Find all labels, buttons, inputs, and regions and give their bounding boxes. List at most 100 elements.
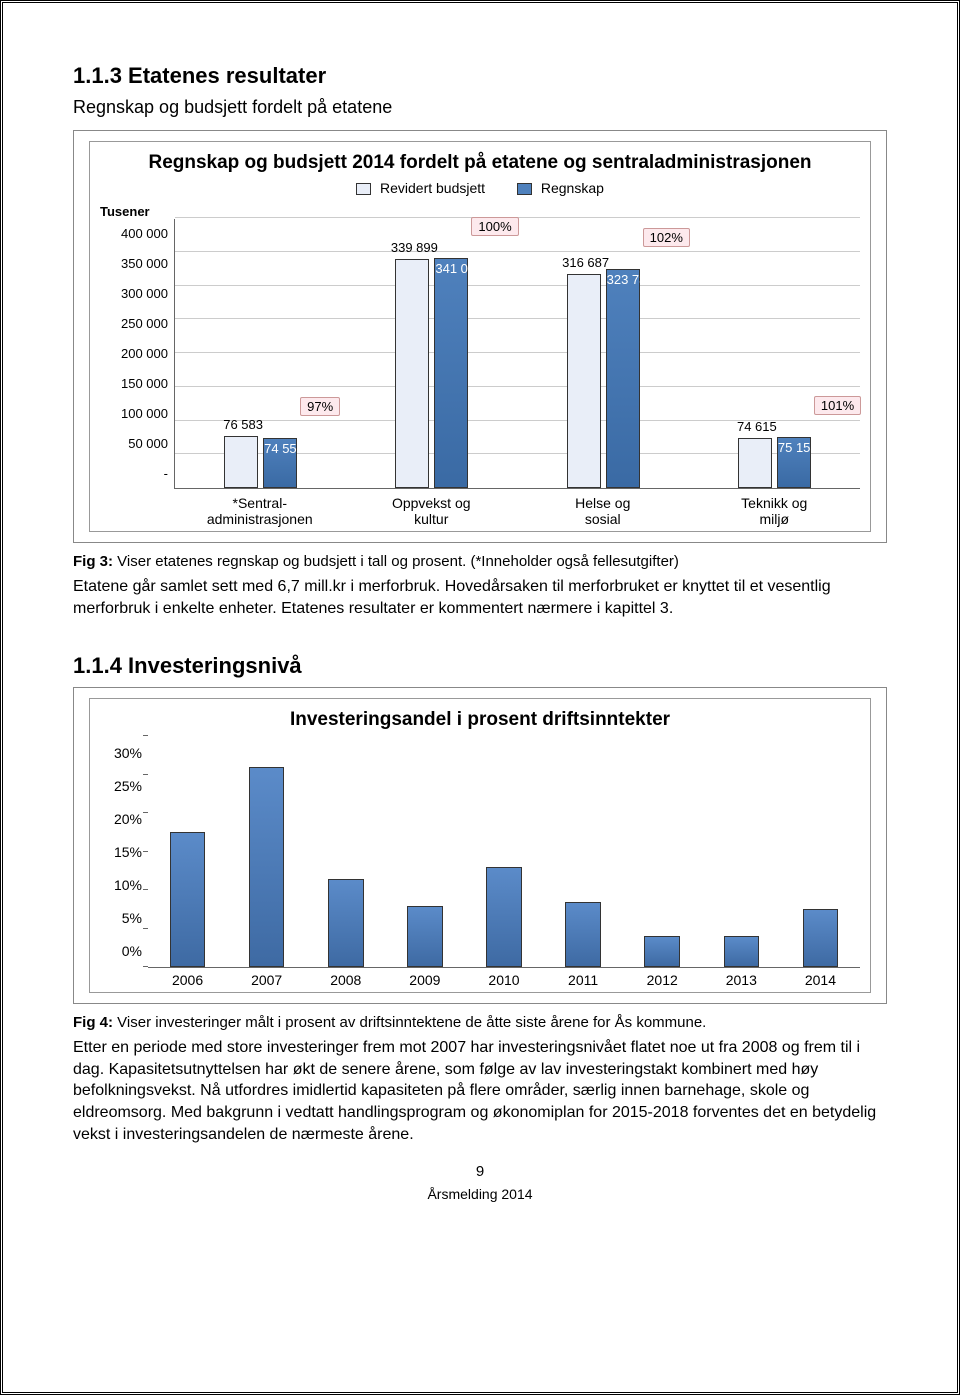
chart-1-ytick: 300 000 [100,279,168,309]
chart-2-tick [143,928,148,929]
chart-1-frame: Regnskap og budsjett 2014 fordelt på eta… [73,130,887,543]
chart-2-bar [724,936,760,967]
chart-2-ytick: 25% [100,770,142,803]
chart-2-inner: Investeringsandel i prosent driftsinntek… [89,698,871,993]
chart-2-tick [143,851,148,852]
para-2: Etter en periode med store investeringer… [73,1037,887,1145]
chart-1-xlabel: Helse og sosial [517,489,689,527]
chart-1-percent-badge: 100% [471,217,518,236]
fig-4-caption: Fig 4: Viser investeringer målt i prosen… [73,1014,887,1031]
fig-4-caption-text: Viser investeringer målt i prosent av dr… [117,1014,706,1031]
chart-2-frame: Investeringsandel i prosent driftsinntek… [73,687,887,1004]
chart-1-bar-regnskap: 323 736102% [606,269,640,488]
chart-1-percent-badge: 102% [643,228,690,247]
chart-1-bar-budget-value: 74 615 [717,419,797,434]
chart-1-gridline [175,251,860,252]
legend-budget: Revidert budsjett [356,180,485,196]
chart-1-legend: Revidert budsjett Regnskap [100,180,860,196]
page-number: 9 [73,1163,887,1180]
chart-1-bar-regnskap-value: 74 555 [264,441,296,456]
chart-2-xlabel: 2010 [464,968,543,988]
chart-1-ytick: - [100,459,168,489]
chart-2-tick [143,889,148,890]
chart-2-bar [565,902,601,967]
chart-1-ytick: 350 000 [100,249,168,279]
chart-1-xlabel: Oppvekst og kultur [346,489,518,527]
fig-3-caption: Fig 3: Viser etatenes regnskap og budsje… [73,553,887,570]
chart-1-xlabel: *Sentral- administrasjonen [174,489,346,527]
chart-2-ytick: 5% [100,902,142,935]
chart-2-tick [143,774,148,775]
para-1: Etatene går samlet sett med 6,7 mill.kr … [73,576,887,619]
chart-2-tick [143,966,148,967]
chart-1-percent-badge: 97% [300,397,340,416]
chart-1-bar-budget: 76 583 [224,436,258,488]
chart-1-bar-regnskap: 75 158101% [777,437,811,488]
chart-1-bar-budget-value: 339 899 [374,240,454,255]
chart-1-ytick: 250 000 [100,309,168,339]
chart-2-xlabel: 2014 [781,968,860,988]
footer: Årsmelding 2014 [73,1186,887,1202]
page: 1.1.3 Etatenes resultater Regnskap og bu… [0,0,960,1395]
chart-2-plot [148,737,860,968]
chart-2-ytick: 30% [100,737,142,770]
chart-1-ytitle: Tusener [100,204,174,219]
chart-1-ytick: 50 000 [100,429,168,459]
section-1-heading: 1.1.3 Etatenes resultater [73,63,887,89]
chart-2-ytick: 10% [100,869,142,902]
chart-2-ytick: 20% [100,803,142,836]
chart-2-xlabel: 2007 [227,968,306,988]
chart-2-xaxis: 200620072008200920102011201220132014 [148,968,860,988]
chart-1-bar-budget: 316 687 [567,274,601,488]
chart-2-bar [328,879,364,968]
chart-1-plot: 76 58374 55597%339 899341 076100%316 687… [174,219,860,489]
chart-2-xlabel: 2012 [623,968,702,988]
chart-2-title: Investeringsandel i prosent driftsinntek… [100,709,860,731]
legend-regnskap: Regnskap [517,180,604,196]
fig-3-caption-text: Viser etatenes regnskap og budsjett i ta… [117,553,679,570]
chart-1-ytick: 100 000 [100,399,168,429]
chart-1-group: 316 687323 736102% [518,269,689,488]
chart-1-bar-regnskap-value: 75 158 [778,440,810,455]
chart-2-tick [143,812,148,813]
chart-1-group: 74 61575 158101% [689,437,860,488]
chart-1-xlabel: Teknikk og miljø [689,489,861,527]
legend-swatch-budget [356,183,371,195]
chart-2-bar [486,867,522,967]
chart-2-xlabel: 2013 [702,968,781,988]
chart-1-bar-budget: 339 899 [395,259,429,488]
chart-1-ytick: 400 000 [100,219,168,249]
chart-1-bar-budget-value: 316 687 [546,255,626,270]
chart-2-xlabel: 2011 [544,968,623,988]
chart-1-bar-budget: 74 615 [738,438,772,488]
chart-2-bar [249,767,285,967]
chart-1-plot-row: 400 000350 000300 000250 000200 000150 0… [100,219,860,489]
chart-1-group: 76 58374 55597% [175,436,346,488]
chart-2-bar [407,906,443,968]
section-1-subtitle: Regnskap og budsjett fordelt på etatene [73,97,887,118]
chart-2-plot-row: 30%25%20%15%10%5%0% [100,737,860,968]
chart-2-xlabel: 2006 [148,968,227,988]
chart-2-ytick: 0% [100,935,142,968]
chart-1-percent-badge: 101% [814,396,861,415]
chart-2-bar [803,909,839,967]
chart-2-tick [143,735,148,736]
chart-2-yaxis: 30%25%20%15%10%5%0% [100,737,148,968]
chart-1-bar-regnskap-value: 323 736 [607,272,639,287]
section-2-heading: 1.1.4 Investeringsnivå [73,653,887,679]
chart-2-xlabel: 2009 [385,968,464,988]
chart-1-title: Regnskap og budsjett 2014 fordelt på eta… [100,152,860,174]
chart-2-ytick: 15% [100,836,142,869]
chart-2-bar [644,936,680,967]
chart-1-xaxis: *Sentral- administrasjonenOppvekst og ku… [174,489,860,527]
chart-2-xlabel: 2008 [306,968,385,988]
chart-1-bar-budget-value: 76 583 [203,417,283,432]
legend-swatch-regnskap [517,183,532,195]
chart-1-bar-regnskap: 74 55597% [263,438,297,488]
legend-label-budget: Revidert budsjett [380,180,485,196]
chart-1-bar-regnskap: 341 076100% [434,258,468,488]
chart-1-ytick: 200 000 [100,339,168,369]
chart-2-bar [170,832,206,967]
chart-1-yaxis: 400 000350 000300 000250 000200 000150 0… [100,219,174,489]
chart-1-inner: Regnskap og budsjett 2014 fordelt på eta… [89,141,871,532]
